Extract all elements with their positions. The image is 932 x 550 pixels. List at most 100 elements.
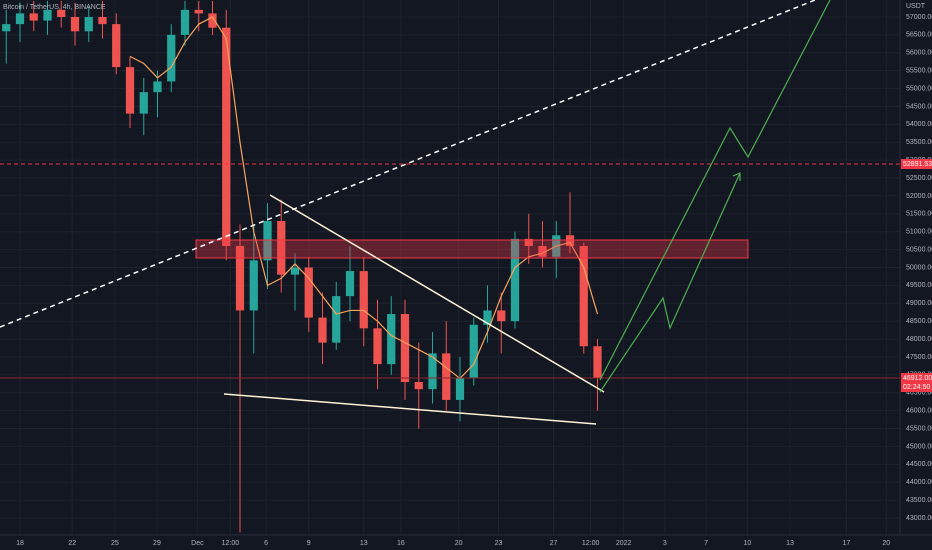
x-tick-label: 9 <box>307 540 311 547</box>
y-tick-label: 45500.00 <box>906 425 932 432</box>
x-tick-label: 2022 <box>616 540 632 547</box>
lower-wedge-line <box>223 393 597 425</box>
price-axis <box>900 0 932 550</box>
x-tick-label: 29 <box>153 540 161 547</box>
x-tick-label: 10 <box>743 540 751 547</box>
y-tick-label: 49000.00 <box>906 300 932 307</box>
x-tick-label: 12:00 <box>222 540 240 547</box>
x-tick-label: 20 <box>455 540 463 547</box>
x-tick-label: 6 <box>264 540 268 547</box>
candle-body <box>332 296 341 343</box>
x-tick-label: 12:00 <box>582 540 600 547</box>
drawings <box>0 0 831 425</box>
candle-body <box>277 220 286 275</box>
x-tick-label: 20 <box>882 540 890 547</box>
y-tick-label: 55500.00 <box>906 68 932 75</box>
y-tick-label: 43500.00 <box>906 497 932 504</box>
candle-body <box>15 13 25 25</box>
trend-line <box>0 0 816 328</box>
arrow-head <box>732 172 741 181</box>
axis-unit: USDT <box>906 3 926 10</box>
projection-path <box>599 0 831 381</box>
candle-body <box>579 246 588 347</box>
candle-body <box>565 235 575 247</box>
x-tick-label: 7 <box>704 540 708 547</box>
candle-body <box>593 346 602 379</box>
last-price-label: 46912.00 <box>903 375 932 382</box>
x-tick-label: Dec <box>191 540 204 547</box>
upper-wedge-line <box>269 194 605 393</box>
y-tick-label: 50500.00 <box>906 246 932 253</box>
plot <box>0 0 900 533</box>
chart-title: Bitcoin / TetherUS, 4h, BINANCE <box>3 4 106 11</box>
resistance-zone <box>195 239 749 259</box>
candle-body <box>359 271 368 329</box>
x-tick-label: 17 <box>842 540 850 547</box>
y-tick-label: 51000.00 <box>906 229 932 236</box>
x-tick-label: 25 <box>111 540 119 547</box>
candle-body <box>98 16 107 25</box>
y-tick-label: 43000.00 <box>906 515 932 522</box>
y-tick-label: 48000.00 <box>906 336 932 343</box>
y-tick-label: 44500.00 <box>906 461 932 468</box>
projection-path <box>599 172 741 393</box>
y-tick-label: 56000.00 <box>906 50 932 57</box>
y-tick-label: 45000.00 <box>906 443 932 450</box>
x-tick-label: 13 <box>786 540 794 547</box>
candle-body <box>43 9 52 21</box>
candle-body <box>139 92 148 114</box>
candle-body <box>235 246 245 311</box>
candle-body <box>153 81 162 93</box>
y-tick-label: 54500.00 <box>906 103 932 110</box>
candle-body <box>345 271 355 297</box>
x-tick-label: 27 <box>550 540 558 547</box>
candle-body <box>112 24 121 68</box>
candle-body <box>387 314 396 365</box>
y-tick-label: 52000.00 <box>906 193 932 200</box>
y-tick-label: 51500.00 <box>906 211 932 218</box>
y-tick-label: 56500.00 <box>906 32 932 39</box>
x-tick-label: 18 <box>16 540 24 547</box>
candle-body <box>208 13 217 28</box>
y-tick-label: 50000.00 <box>906 264 932 271</box>
candle-body <box>194 9 203 14</box>
y-tick-label: 46500.00 <box>906 390 932 397</box>
candle-body <box>414 382 423 390</box>
candle-body <box>29 13 38 21</box>
y-tick-label: 44000.00 <box>906 479 932 486</box>
y-tick-label: 49500.00 <box>906 282 932 289</box>
candle-body <box>167 34 176 82</box>
candle-body <box>2 24 11 32</box>
candle-body <box>455 378 465 400</box>
y-tick-label: 53500.00 <box>906 139 932 146</box>
moving-average <box>129 16 599 380</box>
candle-body <box>428 353 437 390</box>
candle-body <box>497 310 506 322</box>
candle-body <box>318 317 327 343</box>
candle-body <box>400 314 410 383</box>
candle-body <box>469 324 478 379</box>
candle-body <box>290 267 300 275</box>
grid <box>0 0 900 535</box>
candle-body <box>263 220 272 261</box>
axes: 43000.00 43500.00 44000.00 44500.00 45000.00… <box>16 14 932 547</box>
candle-body <box>442 353 451 400</box>
alert-price-label: 52891.53 <box>903 161 932 168</box>
candle-body <box>373 328 382 365</box>
candle-body <box>510 238 520 322</box>
y-tick-label: 47500.00 <box>906 354 932 361</box>
candle-body <box>57 9 66 17</box>
last-price-box <box>901 373 932 393</box>
y-tick-label: 48500.00 <box>906 318 932 325</box>
countdown-label: 02:24:50 <box>903 384 930 391</box>
candle-body <box>125 67 135 114</box>
candle-body <box>222 27 231 247</box>
x-tick-label: 16 <box>397 540 405 547</box>
y-tick-label: 55000.00 <box>906 85 932 92</box>
candle-body <box>180 9 190 35</box>
x-tick-label: 23 <box>495 540 503 547</box>
x-tick-label: 22 <box>68 540 76 547</box>
candle-body <box>70 16 80 32</box>
candle-body <box>483 310 492 325</box>
